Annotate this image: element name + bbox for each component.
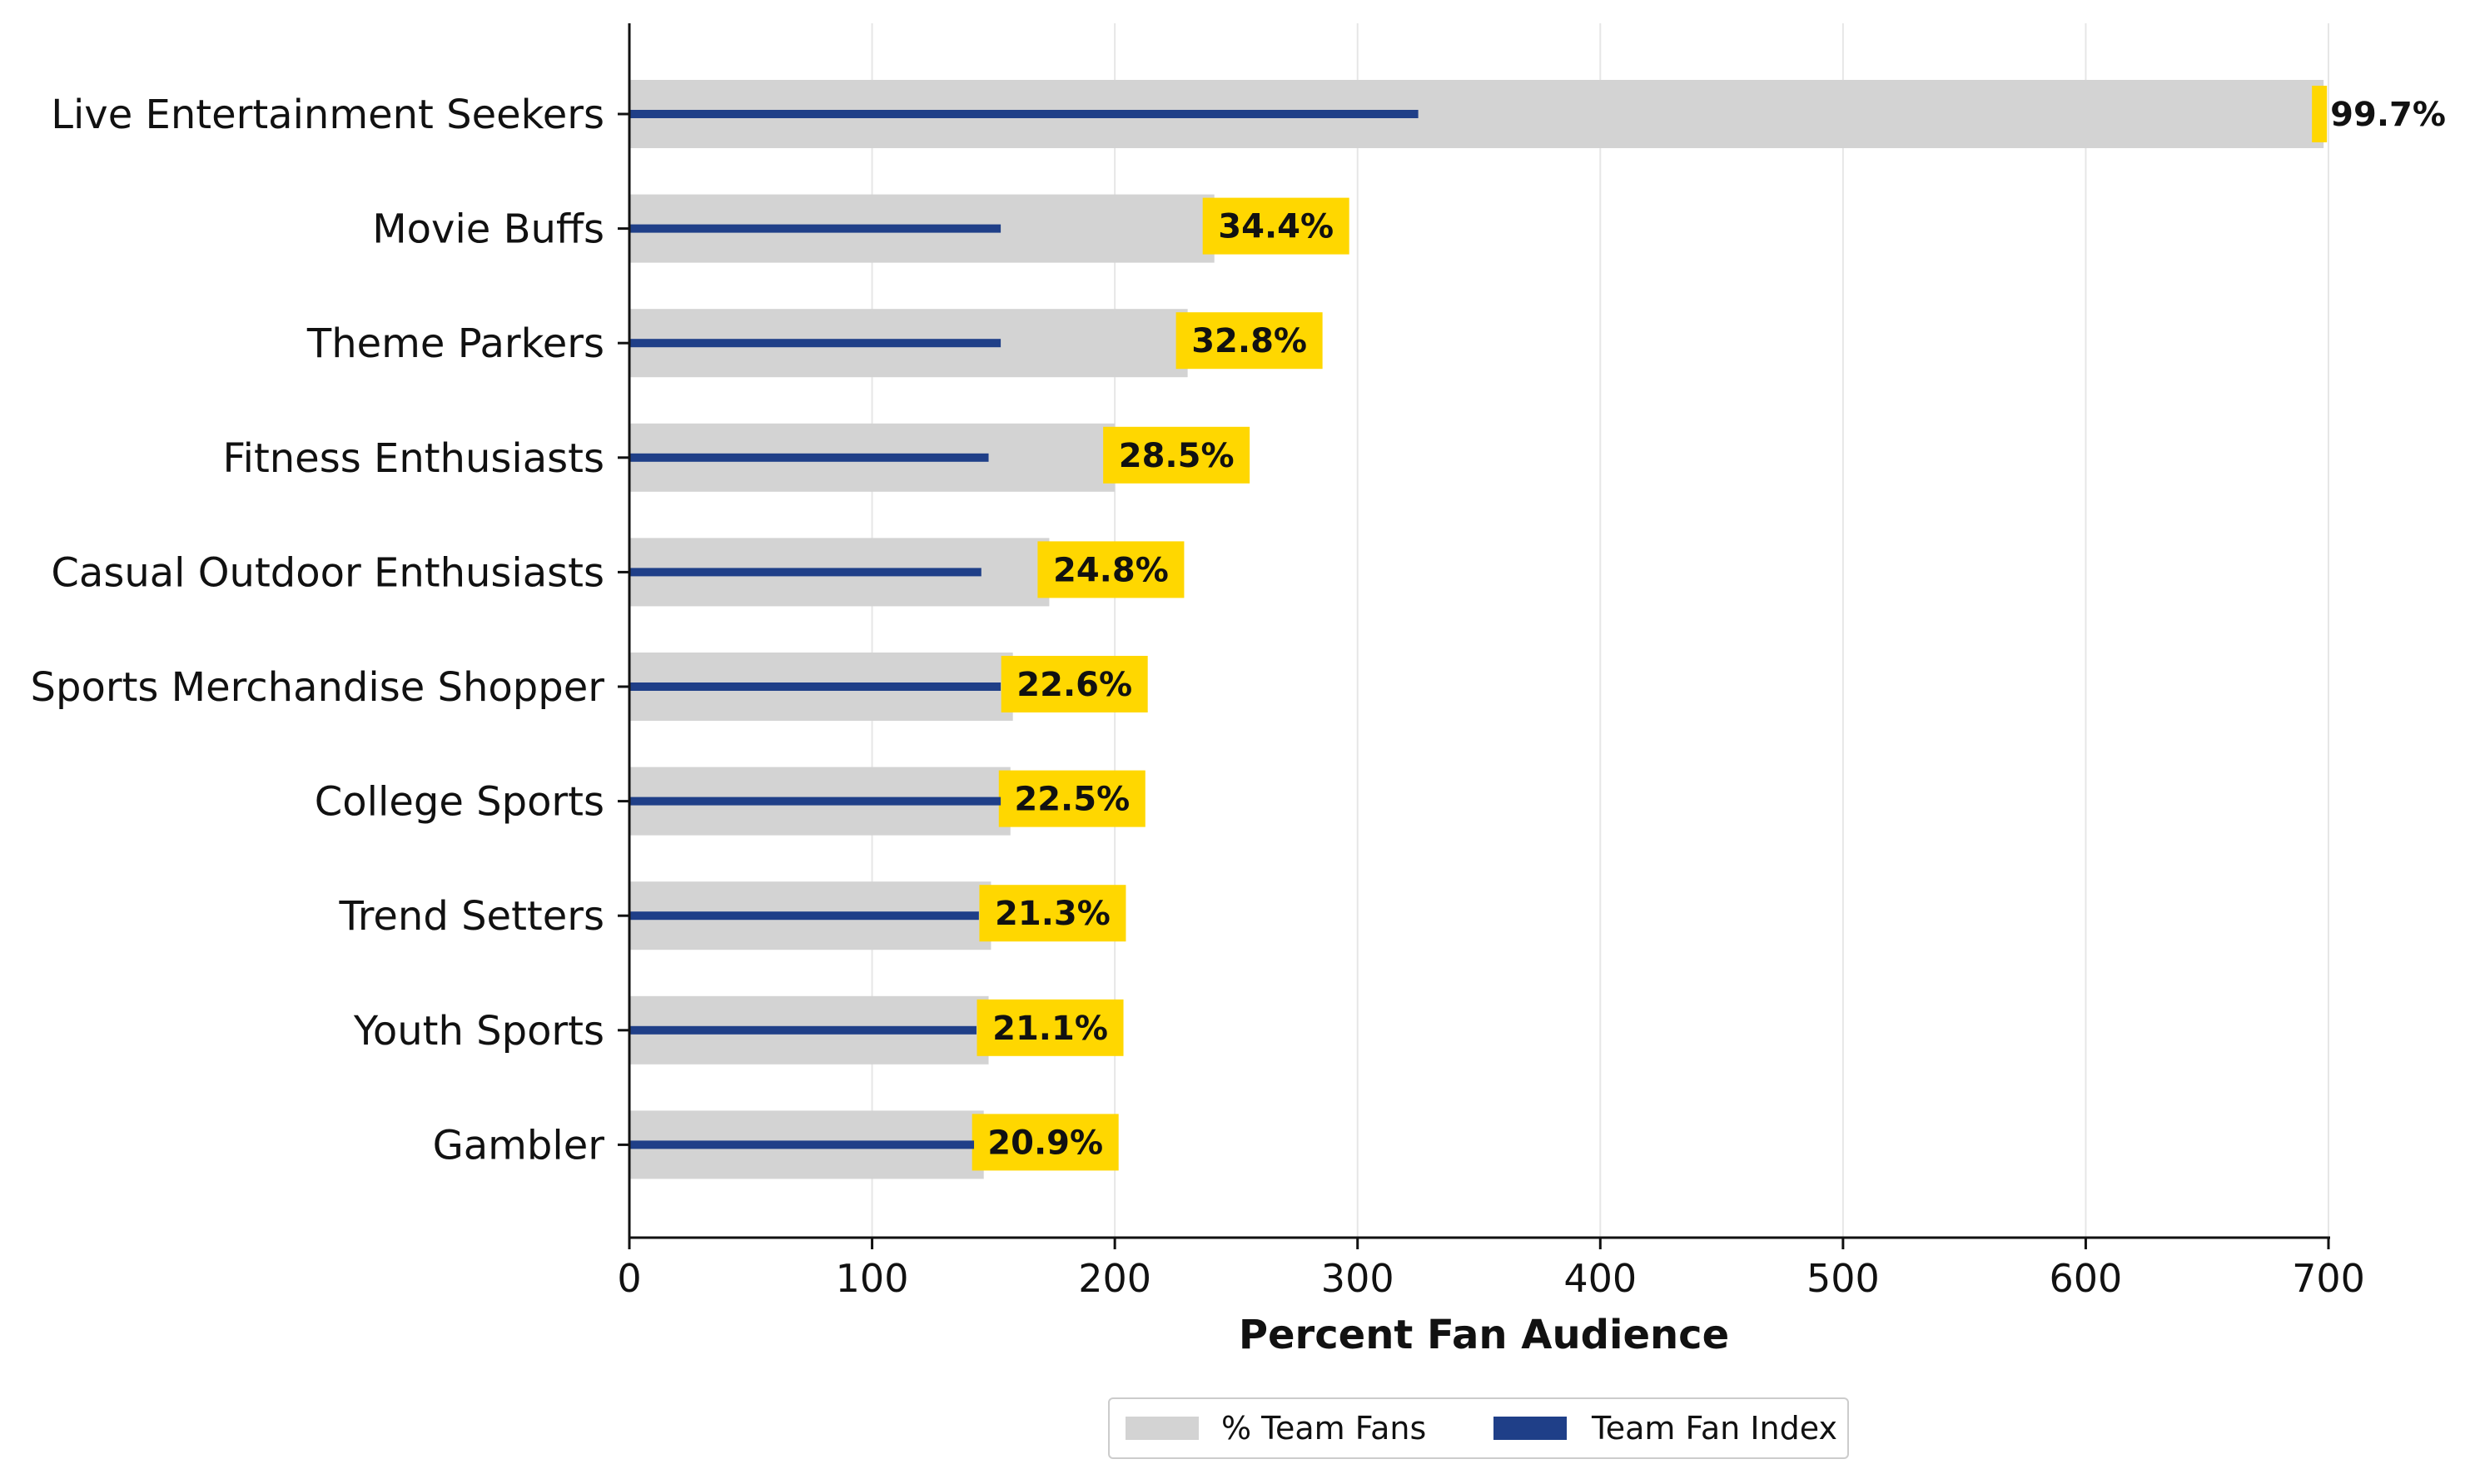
- bars: 99.7% 34.4% 32.8% 28.5% 24.8% 22.6% 22.5% 21.3%…: [629, 80, 2446, 1179]
- category-label-2: Theme Parkers: [306, 320, 604, 367]
- x-tick-label-0: 0: [617, 1256, 641, 1301]
- bar-team-fan-index-9: [629, 1140, 975, 1149]
- bar-team-fan-index-0: [629, 110, 1419, 118]
- data-label-box-4: [1037, 541, 1185, 598]
- bar-team-fan-index-4: [629, 568, 982, 577]
- category-label-6: College Sports: [315, 779, 604, 826]
- data-label-box-9: [972, 1114, 1119, 1171]
- category-label-3: Fitness Enthusiasts: [222, 435, 604, 482]
- data-label-box-2: [1175, 312, 1323, 370]
- data-label-box-5: [1001, 656, 1148, 712]
- x-tick-label-3: 300: [1321, 1256, 1394, 1301]
- category-label-7: Trend Setters: [338, 893, 604, 940]
- data-label-3: 28.5%: [1119, 437, 1235, 475]
- category-label-1: Movie Buffs: [372, 206, 604, 253]
- x-tick-label-2: 200: [1078, 1256, 1151, 1301]
- data-label-box-0: [2312, 86, 2328, 142]
- bar-team-fan-index-5: [629, 682, 1001, 691]
- x-tick-label-5: 500: [1807, 1256, 1880, 1301]
- x-axis-title: Percent Fan Audience: [1239, 1312, 1729, 1358]
- data-label-5: 22.6%: [1016, 666, 1132, 704]
- data-label-box-3: [1103, 426, 1250, 484]
- legend-label-team-fans: % Team Fans: [1221, 1410, 1426, 1447]
- data-label-9: 20.9%: [987, 1124, 1103, 1162]
- bar-team-fan-index-6: [629, 797, 1001, 806]
- data-label-box-8: [977, 999, 1124, 1056]
- data-label-8: 21.1%: [992, 1010, 1108, 1048]
- axes: Live Entertainment Seekers Movie Buffs The…: [31, 23, 2365, 1358]
- data-label-6: 22.5%: [1014, 781, 1130, 819]
- data-label-box-6: [998, 770, 1146, 827]
- data-label-7: 21.3%: [995, 895, 1111, 933]
- data-label-box-1: [1202, 197, 1349, 255]
- category-label-8: Youth Sports: [353, 1008, 604, 1055]
- legend-box: [1108, 1397, 1849, 1459]
- bar-team-fan-index-7: [629, 911, 979, 921]
- x-tick-label-1: 100: [836, 1256, 909, 1301]
- data-label-box-7: [979, 885, 1126, 942]
- data-label-0: 99.7%: [2330, 96, 2446, 134]
- data-label-4: 24.8%: [1053, 551, 1169, 589]
- legend-swatch-team-fan-index: [1493, 1417, 1567, 1440]
- bar-team-fan-index-8: [629, 1025, 977, 1035]
- legend-swatch-team-fans: [1126, 1417, 1199, 1440]
- bar-team-fan-index-3: [629, 453, 989, 462]
- category-label-0: Live Entertainment Seekers: [51, 92, 604, 138]
- x-tick-label-6: 600: [2050, 1256, 2123, 1301]
- category-label-4: Casual Outdoor Enthusiasts: [51, 549, 604, 596]
- x-tick-label-4: 400: [1563, 1256, 1637, 1301]
- data-label-1: 34.4%: [1218, 208, 1334, 246]
- x-tick-label-7: 700: [2292, 1256, 2365, 1301]
- bar-team-fan-index-1: [629, 224, 1001, 233]
- category-label-9: Gambler: [433, 1122, 605, 1169]
- data-label-2: 32.8%: [1191, 322, 1307, 360]
- legend-label-team-fan-index: Team Fan Index: [1591, 1410, 1837, 1447]
- legend: % Team Fans Team Fan Index: [1108, 1397, 1849, 1459]
- bar-team-fan-index-2: [629, 339, 1001, 348]
- category-label-5: Sports Merchandise Shopper: [31, 664, 605, 711]
